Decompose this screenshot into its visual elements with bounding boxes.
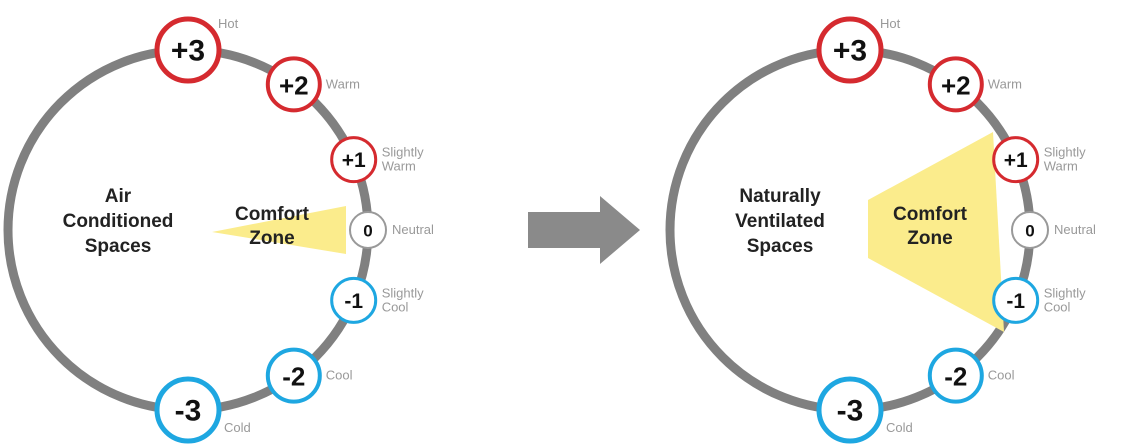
scale-label: Warm — [988, 76, 1022, 91]
scale-label-line: Cold — [886, 420, 913, 435]
scale-node — [816, 16, 884, 84]
scale-label-line: Hot — [880, 16, 901, 31]
panel-title-line: Air — [105, 186, 132, 207]
scale-label-line: Hot — [218, 16, 239, 31]
scale-label-line: Neutral — [392, 222, 434, 237]
scale-node — [154, 376, 222, 444]
panel-title: Air Conditioned Spaces — [63, 186, 174, 257]
scale-value: -1 — [344, 290, 363, 313]
comfort-zone-label-line: Comfort — [893, 204, 968, 225]
scale-value: -3 — [837, 395, 864, 428]
scale-label: Cool — [326, 368, 353, 383]
scale-value: +2 — [279, 70, 309, 100]
scale-label: Hot — [218, 16, 239, 31]
scale-label-line: Warm — [988, 76, 1022, 91]
scale-node — [992, 136, 1040, 184]
scale-value: +3 — [833, 35, 867, 68]
scale-value: 0 — [1025, 222, 1034, 241]
scale-label-line: Warm — [382, 159, 416, 174]
scale-value: +1 — [342, 149, 366, 172]
scale-label-line: Neutral — [1054, 222, 1096, 237]
scale-label: Cool — [988, 368, 1015, 383]
scale-node — [1011, 211, 1049, 249]
scale-label-line: Cool — [326, 368, 353, 383]
scale-label: Slightly Warm — [1044, 145, 1086, 174]
scale-node — [154, 16, 222, 84]
scale-node — [265, 56, 322, 113]
scale-label: Cold — [886, 420, 913, 435]
scale-node — [816, 376, 884, 444]
scale-value: -2 — [944, 362, 967, 392]
panel-title-line: Naturally — [739, 186, 821, 207]
comfort-zone-label-line: Zone — [249, 228, 294, 249]
scale-node — [927, 56, 984, 113]
scale-node — [330, 136, 378, 184]
panel-title-line: Spaces — [85, 236, 152, 257]
scale-label-line: Slightly — [382, 285, 424, 300]
comfort-zone-area — [212, 206, 346, 254]
comfort-zone-area — [868, 132, 1004, 332]
scale-node — [330, 276, 378, 324]
scale-value: +1 — [1004, 149, 1028, 172]
panel-title: Naturally Ventilated Spaces — [735, 186, 825, 257]
scale-value: +3 — [171, 35, 205, 68]
scale-node — [927, 347, 984, 404]
scale-label: Neutral — [1054, 222, 1096, 237]
scale-value: +2 — [941, 70, 971, 100]
scale-label-line: Slightly — [1044, 285, 1086, 300]
scale-label-line: Cool — [1044, 299, 1071, 314]
scale-value: -2 — [282, 362, 305, 392]
comfort-zone-label: Comfort Zone — [235, 204, 310, 249]
panel-title-line: Spaces — [747, 236, 814, 257]
scale-node — [349, 211, 387, 249]
scale-node — [265, 347, 322, 404]
scale-label: Cold — [224, 420, 251, 435]
scale-label-line: Slightly — [1044, 145, 1086, 160]
comfort-zone-label-line: Comfort — [235, 204, 310, 225]
scale-label: Neutral — [392, 222, 434, 237]
scale-label-line: Cool — [988, 368, 1015, 383]
scale-label: Slightly Warm — [382, 145, 424, 174]
scale-value: 0 — [363, 222, 372, 241]
comfort-zone-label-line: Zone — [907, 228, 952, 249]
panel-title-line: Conditioned — [63, 211, 174, 232]
scale-label: Hot — [880, 16, 901, 31]
scale-node — [992, 276, 1040, 324]
scale-label-line: Cool — [382, 299, 409, 314]
scale-value: -1 — [1006, 290, 1025, 313]
scale-label-line: Slightly — [382, 145, 424, 160]
scale-label-line: Warm — [1044, 159, 1078, 174]
comfort-zone-label: Comfort Zone — [893, 204, 968, 249]
panel-title-line: Ventilated — [735, 211, 825, 232]
arrow — [528, 196, 640, 264]
scale-label: Slightly Cool — [382, 285, 424, 314]
scale-label-line: Cold — [224, 420, 251, 435]
scale-label: Warm — [326, 76, 360, 91]
scale-label-line: Warm — [326, 76, 360, 91]
scale-label: Slightly Cool — [1044, 285, 1086, 314]
scale-value: -3 — [175, 395, 202, 428]
